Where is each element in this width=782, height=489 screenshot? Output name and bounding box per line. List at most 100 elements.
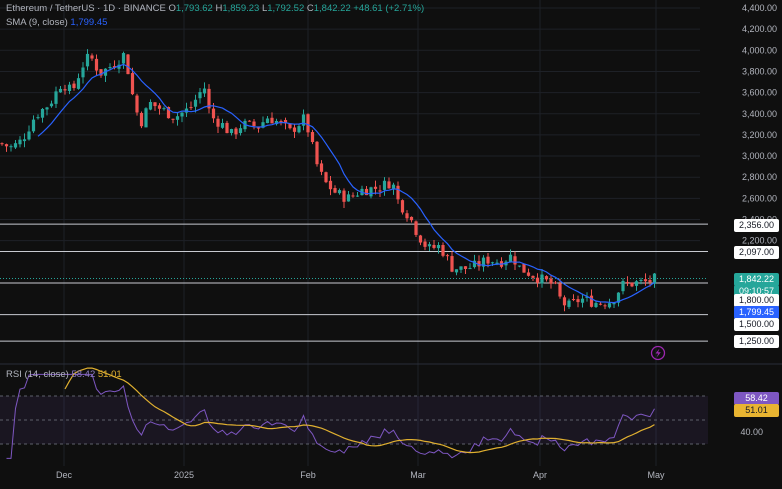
candle-body [553,282,558,284]
candle-body [49,103,54,107]
change-value: +48.61 (+2.71%) [353,3,425,14]
candle-body [378,190,382,192]
candle-body [18,139,22,145]
rsi-ma-legend-value: 51.01 [97,369,122,380]
candle-body [594,302,598,308]
candle-body [85,53,90,67]
candle-body [418,235,423,243]
sma-price-tag: 1,799.45 [734,306,779,319]
level-tag-1800: 1,800.00 [734,294,779,307]
lightning-icon[interactable] [650,345,666,361]
candle-body [220,123,225,128]
candle-body [63,89,67,91]
candle-body [468,268,472,270]
time-axis[interactable]: Dec 2025 Feb Mar Apr May [56,470,665,480]
candle-body [337,190,342,194]
candle-body [139,112,144,127]
candle-body [639,279,643,281]
candle-body [27,131,31,140]
candle-body [274,120,279,125]
time-tick-label: Apr [533,470,547,480]
candle-body [652,273,657,284]
candle-body [117,64,121,69]
candle-body [526,272,531,276]
candle-body [256,127,261,129]
candle-body [193,99,198,107]
candle-body [175,116,180,120]
candle-body [238,128,243,134]
candle-body [432,244,436,248]
candle-body [207,88,211,109]
candle-body [171,118,175,120]
candle-body [162,108,166,110]
candle-body [292,127,297,132]
candle-body [508,254,513,262]
candle-body [265,118,270,124]
sma-legend[interactable]: SMA (9, close) 1,799.45 [6,17,107,28]
close-value: 1,842.22 [313,3,351,14]
candle-body [225,122,229,134]
candle-body [481,257,486,267]
price-axis[interactable]: 4,400.00 4,200.00 4,000.00 3,800.00 3,600.00… [742,3,777,246]
price-tick-label: 2,800.00 [742,172,777,182]
candle-body [67,84,72,92]
candle-body [310,132,315,143]
candle-body [643,279,648,282]
candle-body [382,180,387,190]
candle-body [261,122,265,128]
candle-body [405,213,409,219]
candle-body [22,139,27,142]
candle-body [495,262,499,264]
price-tick-label: 4,200.00 [742,24,777,34]
grid [0,0,700,466]
candle-body [270,117,274,124]
candle-body [135,95,139,113]
candle-body [0,143,4,145]
candles [0,49,657,312]
candle-body [490,262,495,264]
candle-body [76,78,81,89]
candle-body [441,245,445,256]
candle-body [409,216,414,221]
candle-body [148,101,153,110]
candle-body [211,108,216,119]
open-label: O [168,3,176,14]
rsi-pane[interactable]: 40.00 [0,363,782,459]
candle-body [558,283,562,297]
candle-body [396,185,400,200]
price-tick-label: 3,600.00 [742,88,777,98]
ohlc-legend: Ethereum / TetherUS · 1D · BINANCE O1,79… [6,3,424,14]
symbol-title[interactable]: Ethereum / TetherUS · 1D · BINANCE [6,3,166,14]
rsi-legend-value: 58.42 [71,369,96,380]
candle-body [355,195,360,197]
rsi-legend[interactable]: RSI (14, close) 58.42 51.01 [6,369,122,380]
candle-body [459,266,463,270]
candle-body [517,265,522,267]
candle-body [234,128,238,135]
price-tick-label: 4,000.00 [742,45,777,55]
candle-body [445,255,450,257]
candle-body [531,275,535,278]
candle-body [486,256,490,264]
candle-body [202,88,207,94]
candle-body [414,221,418,235]
close-label: C [306,3,314,14]
candle-body [319,163,324,172]
time-tick-label: Feb [300,470,316,480]
candle-body [94,58,99,71]
candle-body [99,69,103,76]
price-tick-label: 3,800.00 [742,66,777,76]
candle-body [130,73,135,95]
candle-body [54,91,58,104]
candle-body [454,269,459,273]
candle-body [90,55,94,59]
high-label: H [215,3,223,14]
candle-body [571,299,576,301]
candle-body [229,129,234,134]
candle-body [576,299,580,303]
candle-body [450,256,454,272]
candle-body [423,241,427,247]
candle-body [126,54,130,75]
